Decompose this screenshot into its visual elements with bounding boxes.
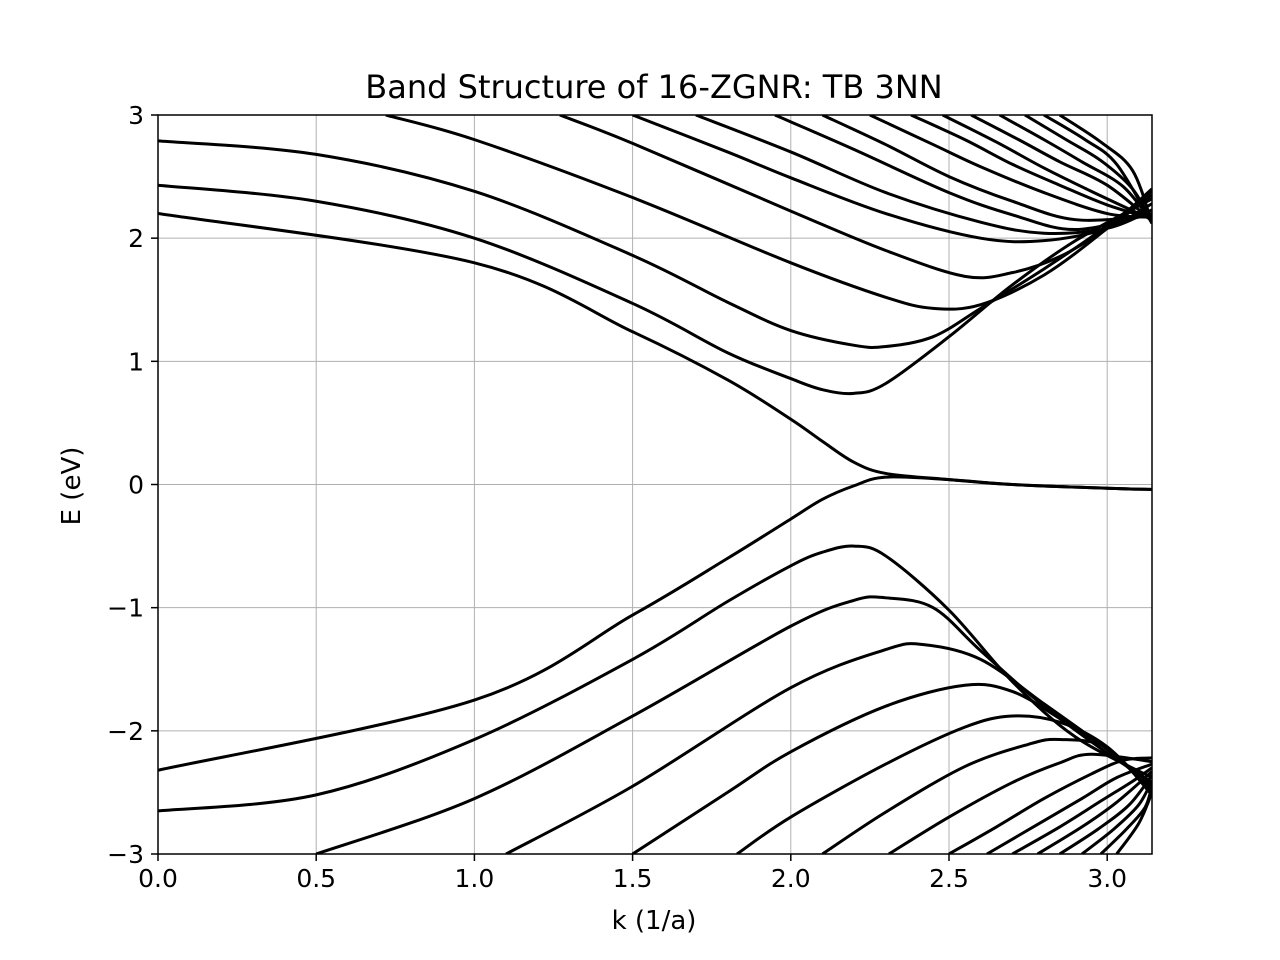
band-line-33 bbox=[1115, 791, 1152, 854]
band-line-24 bbox=[821, 737, 1152, 854]
y-tick-label: 2 bbox=[128, 224, 144, 253]
band-line-10 bbox=[869, 115, 1152, 219]
x-tick-label: 3.0 bbox=[1087, 864, 1127, 893]
band-line-4 bbox=[385, 115, 1152, 311]
y-tick-label: −2 bbox=[107, 717, 144, 746]
y-axis-label: E (eV) bbox=[57, 446, 87, 526]
band-line-20 bbox=[315, 595, 1152, 854]
x-tick-label: 2.0 bbox=[771, 864, 811, 893]
y-tick-label: 1 bbox=[128, 347, 144, 376]
band-line-5 bbox=[559, 115, 1152, 280]
band-line-29 bbox=[1036, 770, 1152, 854]
band-line-11 bbox=[910, 115, 1152, 220]
y-tick-label: 3 bbox=[128, 101, 144, 130]
band-line-31 bbox=[1080, 779, 1152, 854]
band-line-1 bbox=[158, 212, 1152, 491]
band-line-13 bbox=[970, 115, 1152, 223]
x-axis-label: k (1/a) bbox=[611, 906, 697, 936]
band-line-12 bbox=[941, 115, 1152, 222]
x-tick-label: 2.5 bbox=[929, 864, 969, 893]
band-line-17 bbox=[1058, 115, 1152, 224]
band-line-28 bbox=[1011, 766, 1152, 854]
y-tick-label: −1 bbox=[107, 594, 144, 623]
band-line-3 bbox=[158, 139, 1152, 349]
band-line-14 bbox=[998, 115, 1152, 224]
x-tick-label: 0.5 bbox=[296, 864, 336, 893]
band-line-6 bbox=[632, 115, 1152, 244]
band-line-22 bbox=[631, 682, 1152, 854]
band-line-16 bbox=[1043, 115, 1152, 225]
band-lines bbox=[158, 115, 1152, 854]
band-line-25 bbox=[888, 752, 1152, 854]
y-tick-label: 0 bbox=[128, 471, 144, 500]
band-line-7 bbox=[695, 115, 1152, 235]
band-line-30 bbox=[1058, 774, 1152, 854]
chart-title: Band Structure of 16-ZGNR: TB 3NN bbox=[365, 68, 943, 106]
band-line-8 bbox=[774, 115, 1152, 232]
y-tick-label: −3 bbox=[107, 840, 144, 869]
band-line-18 bbox=[158, 475, 1152, 772]
band-line-27 bbox=[986, 762, 1152, 854]
band-line-9 bbox=[821, 115, 1152, 222]
band-line-21 bbox=[505, 642, 1152, 854]
x-tick-label: 1.0 bbox=[455, 864, 495, 893]
band-line-26 bbox=[948, 756, 1152, 854]
axis-ticks: 0.0 0.5 1.0 1.5 2.0 2.5 3.0 −3 −2 −1 0 1 2 3 bbox=[107, 101, 1127, 893]
x-tick-label: 0.0 bbox=[138, 864, 178, 893]
x-tick-label: 1.5 bbox=[613, 864, 653, 893]
band-line-2 bbox=[158, 183, 1152, 396]
band-line-23 bbox=[736, 714, 1152, 854]
